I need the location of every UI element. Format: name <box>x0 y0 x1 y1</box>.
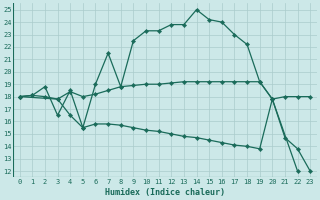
X-axis label: Humidex (Indice chaleur): Humidex (Indice chaleur) <box>105 188 225 197</box>
